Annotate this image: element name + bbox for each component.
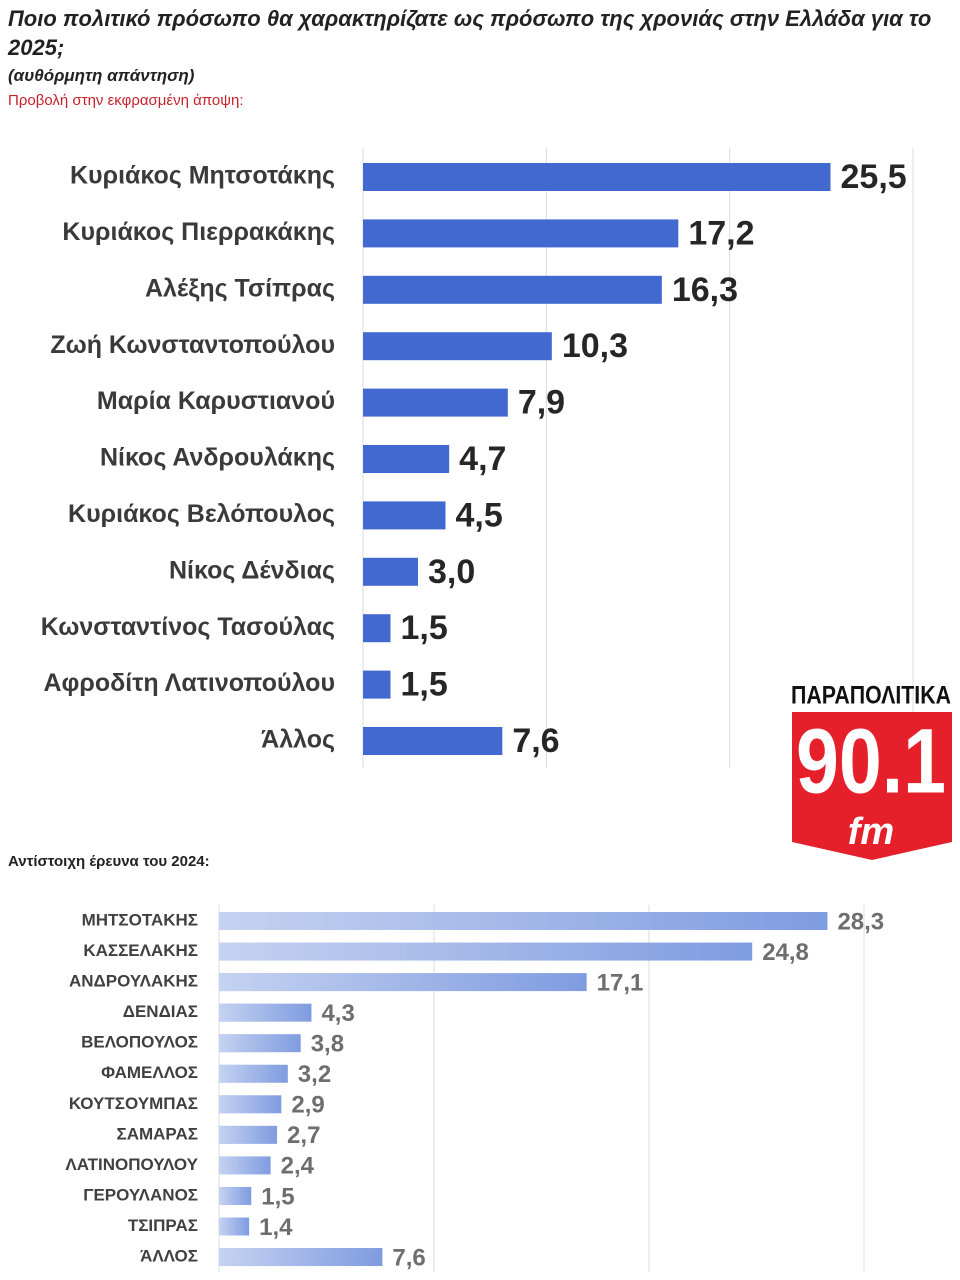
bar-shade	[219, 912, 828, 930]
y-tick-label: ΛΑΤΙΝΟΠΟΥΛΟΥ	[65, 1155, 198, 1174]
value-label: 28,3	[837, 908, 884, 935]
y-tick-label: Αλέξης Τσίπρας	[145, 274, 335, 302]
y-tick-label: Κυριάκος Μητσοτάκης	[70, 162, 335, 190]
bar	[363, 332, 552, 361]
y-tick-label: Κωνσταντίνος Τασούλας	[41, 613, 335, 641]
y-tick-label: ΔΕΝΔΙΑΣ	[123, 1002, 198, 1021]
value-label: 17,2	[688, 214, 754, 252]
y-tick-label: Νίκος Δένδιας	[169, 556, 335, 584]
value-label: 16,3	[672, 271, 738, 309]
bar-shade	[219, 1064, 288, 1083]
y-tick-label: Μαρία Καρυστιανού	[97, 387, 335, 415]
y-tick-label: ΚΟΥΤΣΟΥΜΠΑΣ	[69, 1094, 198, 1113]
bar-shade	[219, 1248, 383, 1267]
y-tick-label: Αφροδίτη Λατινοπούλου	[43, 669, 335, 697]
y-tick-label: Κυριάκος Πιερρακάκης	[62, 218, 335, 246]
bar-shade	[219, 1156, 271, 1175]
value-label: 2,4	[281, 1153, 315, 1180]
bar	[363, 614, 391, 643]
logo-box	[792, 712, 952, 860]
logo: ΠΑΡΑΠΟΛΙΤΙΚΑ 90.1 fm	[791, 682, 952, 860]
bar-shade	[219, 1034, 301, 1053]
value-label: 4,7	[459, 440, 506, 478]
bar-shade	[219, 942, 753, 961]
bar	[363, 557, 418, 586]
value-label: 7,6	[392, 1244, 425, 1271]
value-label: 1,4	[259, 1214, 293, 1241]
value-label: 7,9	[518, 384, 565, 422]
chart-note: Προβολή στην εκφρασμένη άποψη:	[8, 92, 244, 109]
value-label: 7,6	[512, 722, 559, 760]
value-label: 17,1	[597, 969, 644, 996]
logo-frequency: 90.1	[796, 710, 946, 812]
y-tick-label: Κυριάκος Βελόπουλος	[68, 500, 335, 528]
value-label: 2,9	[291, 1092, 324, 1119]
value-label: 10,3	[562, 327, 628, 365]
y-tick-label: ΤΣΙΠΡΑΣ	[128, 1216, 198, 1235]
y-tick-label: Ζωή Κωνσταντοπούλου	[50, 331, 335, 359]
value-label: 1,5	[261, 1183, 294, 1210]
bar	[363, 727, 503, 755]
bar	[363, 670, 391, 699]
y-tick-label: Νίκος Ανδρουλάκης	[100, 444, 335, 472]
chart-subtitle: (αυθόρμητη απάντηση)	[8, 66, 195, 85]
bar	[363, 388, 508, 417]
bar-shade	[219, 1186, 252, 1205]
logo-unit: fm	[848, 811, 894, 853]
bar	[363, 163, 831, 191]
y-tick-label: ΚΑΣΣΕΛΑΚΗΣ	[83, 941, 198, 960]
bar-shade	[219, 1003, 312, 1022]
value-label: 2,7	[287, 1122, 320, 1149]
value-label: 24,8	[762, 939, 809, 966]
y-tick-label: ΜΗΤΣΟΤΑΚΗΣ	[82, 910, 198, 929]
y-tick-label: ΓΕΡΟΥΛΑΝΟΣ	[83, 1185, 198, 1204]
y-tick-label: ΦΑΜΕΛΛΟΣ	[101, 1063, 198, 1082]
value-label: 3,8	[311, 1031, 344, 1058]
bar-shade	[219, 1095, 282, 1114]
value-label: 4,3	[321, 1000, 354, 1027]
logo-name: ΠΑΡΑΠΟΛΙΤΙΚΑ	[791, 682, 951, 710]
y-tick-label: Άλλος	[261, 726, 335, 754]
value-label: 3,0	[428, 553, 475, 591]
value-label: 1,5	[401, 666, 448, 704]
y-tick-label: ΣΑΜΑΡΑΣ	[117, 1124, 198, 1143]
chart-title: Αντίστοιχη έρευνα του 2024:	[8, 853, 210, 870]
value-label: 4,5	[456, 496, 503, 534]
chart-title: Ποιο πολιτικό πρόσωπο θα χαρακτηρίζατε ω…	[8, 6, 932, 60]
bar	[363, 445, 450, 473]
value-label: 1,5	[401, 609, 448, 647]
bar	[363, 275, 662, 304]
bar-shade	[219, 1217, 250, 1236]
value-label: 25,5	[841, 158, 907, 196]
y-tick-label: ΑΝΔΡΟΥΛΑΚΗΣ	[69, 972, 198, 991]
value-label: 3,2	[298, 1061, 331, 1088]
y-tick-label: ΆΛΛΟΣ	[140, 1247, 198, 1266]
bar	[363, 219, 679, 248]
y-tick-label: ΒΕΛΟΠΟΥΛΟΣ	[81, 1033, 198, 1052]
bar-shade	[219, 1125, 278, 1144]
bar	[363, 501, 446, 530]
bar-shade	[219, 973, 587, 992]
